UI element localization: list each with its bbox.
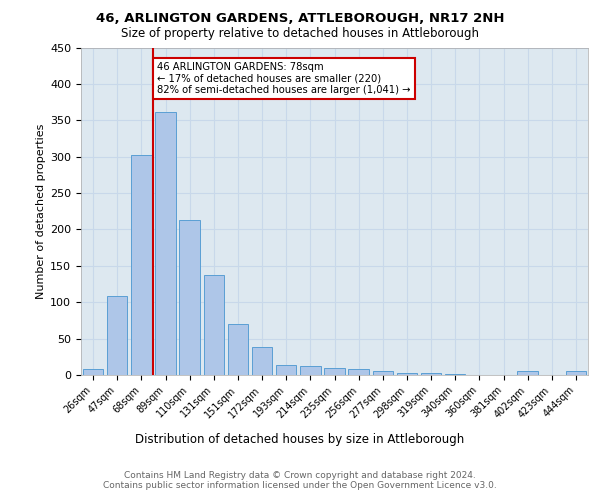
Bar <box>517 372 538 375</box>
Bar <box>83 369 103 375</box>
Text: Size of property relative to detached houses in Attleborough: Size of property relative to detached ho… <box>121 28 479 40</box>
Bar <box>131 155 152 375</box>
Y-axis label: Number of detached properties: Number of detached properties <box>36 124 46 299</box>
Bar <box>566 372 586 375</box>
Bar <box>445 374 466 375</box>
Bar <box>203 276 224 375</box>
Text: Distribution of detached houses by size in Attleborough: Distribution of detached houses by size … <box>136 432 464 446</box>
Bar <box>276 365 296 375</box>
Text: 46 ARLINGTON GARDENS: 78sqm
← 17% of detached houses are smaller (220)
82% of se: 46 ARLINGTON GARDENS: 78sqm ← 17% of det… <box>157 62 410 96</box>
Bar <box>252 346 272 375</box>
Bar <box>107 296 127 375</box>
Bar <box>227 324 248 375</box>
Bar <box>397 373 417 375</box>
Text: Contains HM Land Registry data © Crown copyright and database right 2024.
Contai: Contains HM Land Registry data © Crown c… <box>103 470 497 490</box>
Text: 46, ARLINGTON GARDENS, ATTLEBOROUGH, NR17 2NH: 46, ARLINGTON GARDENS, ATTLEBOROUGH, NR1… <box>96 12 504 26</box>
Bar <box>300 366 320 375</box>
Bar <box>349 369 369 375</box>
Bar <box>373 372 393 375</box>
Bar <box>324 368 345 375</box>
Bar <box>179 220 200 375</box>
Bar <box>421 373 442 375</box>
Bar <box>155 112 176 375</box>
